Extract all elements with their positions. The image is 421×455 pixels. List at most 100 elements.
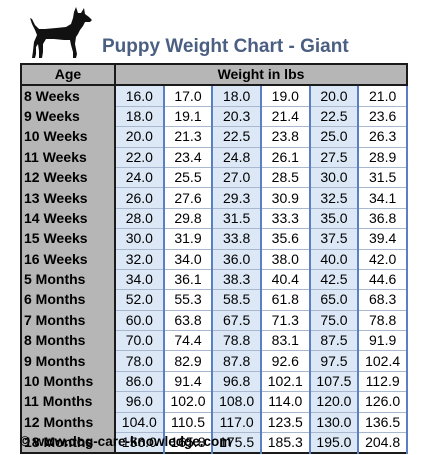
weight-cell: 96.0 — [114, 391, 165, 413]
weight-cell: 70.0 — [114, 330, 165, 352]
table-row: 10 Months 86.0 91.4 96.8 102.1 107.5 112.9 — [21, 371, 408, 393]
weight-cell: 26.1 — [259, 147, 311, 168]
table-row: 15 Weeks 30.0 31.9 33.8 35.6 37.5 39.4 — [21, 228, 408, 250]
weight-cell: 78.8 — [357, 310, 408, 332]
weight-cell: 33.3 — [259, 208, 311, 230]
age-cell: 11 Weeks — [21, 147, 116, 168]
weight-cell: 34.0 — [162, 249, 214, 270]
age-cell: 13 Weeks — [21, 187, 116, 209]
weight-cell: 28.0 — [114, 208, 165, 230]
table-row: 16 Weeks 32.0 34.0 36.0 38.0 40.0 42.0 — [21, 249, 408, 270]
weight-cell: 31.5 — [211, 208, 262, 230]
weight-cell: 20.3 — [211, 106, 262, 128]
weight-cell: 108.0 — [211, 391, 262, 413]
weight-cell: 117.0 — [211, 412, 262, 434]
weight-cell: 16.0 — [114, 85, 165, 107]
table-row: 7 Months 60.0 63.8 67.5 71.3 75.0 78.8 — [21, 310, 408, 332]
weight-cell: 31.5 — [357, 167, 408, 189]
weight-cell: 35.6 — [259, 228, 311, 250]
weight-cell: 19.1 — [162, 106, 214, 128]
weight-cell: 18.0 — [211, 85, 262, 107]
weight-cell: 23.4 — [162, 147, 214, 168]
weight-cell: 29.8 — [162, 208, 214, 230]
weight-cell: 23.6 — [357, 106, 408, 128]
age-cell: 7 Months — [21, 310, 116, 331]
weight-cell: 30.9 — [259, 187, 311, 209]
weight-cell: 44.6 — [357, 269, 408, 291]
weight-cell: 175.5 — [211, 432, 262, 454]
weight-cell: 123.5 — [259, 412, 311, 434]
weight-cell: 40.4 — [259, 269, 311, 291]
age-cell: 10 Months — [21, 371, 116, 392]
weight-cell: 36.1 — [162, 269, 214, 291]
weight-cell: 165.8 — [162, 432, 214, 454]
age-cell: 8 Weeks — [21, 85, 116, 107]
age-cell: 18 Months — [21, 432, 116, 454]
weight-cell: 107.5 — [308, 371, 360, 393]
weight-cell: 67.5 — [211, 310, 262, 332]
weight-cell: 82.9 — [162, 350, 214, 372]
weight-cell: 97.5 — [308, 350, 360, 372]
header-row: Age Weight in lbs — [21, 64, 407, 87]
weight-cell: 68.3 — [357, 289, 408, 311]
weight-cell: 20.0 — [308, 85, 360, 107]
weight-cell: 24.0 — [114, 167, 165, 189]
weight-cell: 32.0 — [114, 249, 165, 270]
weight-cell: 17.0 — [162, 85, 214, 107]
weight-cell: 96.8 — [211, 371, 262, 393]
dog-silhouette-icon — [30, 7, 92, 58]
weight-cell: 130.0 — [308, 412, 360, 434]
age-cell: 12 Weeks — [21, 167, 116, 188]
age-cell: 15 Weeks — [21, 228, 116, 250]
weight-cell: 102.0 — [162, 391, 214, 413]
weight-cell: 39.4 — [357, 228, 408, 250]
weight-cell: 32.5 — [308, 187, 360, 209]
weight-cell: 26.3 — [357, 126, 408, 148]
weight-cell: 156.0 — [114, 432, 165, 454]
age-cell: 12 Months — [21, 412, 116, 433]
table-row: 6 Months 52.0 55.3 58.5 61.8 65.0 68.3 — [21, 289, 408, 311]
weight-column-header: Weight in lbs — [114, 64, 407, 87]
table-row: 12 Months 104.0 110.5 117.0 123.5 130.0 136.5 — [21, 412, 408, 434]
weight-cell: 58.5 — [211, 289, 262, 311]
table-row: 5 Months 34.0 36.1 38.3 40.4 42.5 44.6 — [21, 269, 408, 291]
age-cell: 14 Weeks — [21, 208, 116, 229]
weight-cell: 38.0 — [259, 249, 311, 270]
weight-cell: 27.5 — [308, 147, 360, 168]
weight-cell: 42.5 — [308, 269, 360, 291]
table-row: 12 Weeks 24.0 25.5 27.0 28.5 30.0 31.5 — [21, 167, 408, 189]
weight-cell: 52.0 — [114, 289, 165, 311]
weight-cell: 20.0 — [114, 126, 165, 148]
table-row: 18 Months 156.0 165.8 175.5 185.3 195.0 204.8 — [21, 432, 408, 454]
weight-cell: 78.0 — [114, 350, 165, 372]
weight-cell: 22.5 — [211, 126, 262, 148]
age-cell: 6 Months — [21, 289, 116, 311]
age-cell: 16 Weeks — [21, 249, 116, 270]
weight-cell: 34.0 — [114, 269, 165, 291]
weight-cell: 25.5 — [162, 167, 214, 189]
weight-cell: 37.5 — [308, 228, 360, 250]
weight-cell: 61.8 — [259, 289, 311, 311]
weight-cell: 21.3 — [162, 126, 214, 148]
weight-cell: 83.1 — [259, 330, 311, 352]
table-row: 8 Months 70.0 74.4 78.8 83.1 87.5 91.9 — [21, 330, 408, 352]
table-body: 8 Weeks 16.0 17.0 18.0 19.0 20.0 21.0 9 Weeks 18… — [21, 85, 408, 454]
weight-cell: 30.0 — [114, 228, 165, 250]
table-row: 9 Weeks 18.0 19.1 20.3 21.4 22.5 23.6 — [21, 106, 408, 128]
table-row: 9 Months 78.0 82.9 87.8 92.6 97.5 102.4 — [21, 350, 408, 372]
weight-cell: 19.0 — [259, 85, 311, 107]
weight-cell: 55.3 — [162, 289, 214, 311]
weight-cell: 27.0 — [211, 167, 262, 189]
age-cell: 5 Months — [21, 269, 116, 290]
weight-cell: 112.9 — [357, 371, 408, 393]
weight-table: Age Weight in lbs 8 Weeks 16.0 17.0 18.0 19.… — [20, 63, 408, 455]
table-row: 10 Weeks 20.0 21.3 22.5 23.8 25.0 26.3 — [21, 126, 408, 148]
weight-cell: 120.0 — [308, 391, 360, 413]
weight-cell: 195.0 — [308, 432, 360, 454]
weight-cell: 34.1 — [357, 187, 408, 209]
weight-cell: 36.0 — [211, 249, 262, 270]
weight-cell: 71.3 — [259, 310, 311, 332]
weight-cell: 26.0 — [114, 187, 165, 209]
chart-title: Puppy Weight Chart - Giant — [102, 36, 349, 57]
weight-cell: 91.9 — [357, 330, 408, 352]
